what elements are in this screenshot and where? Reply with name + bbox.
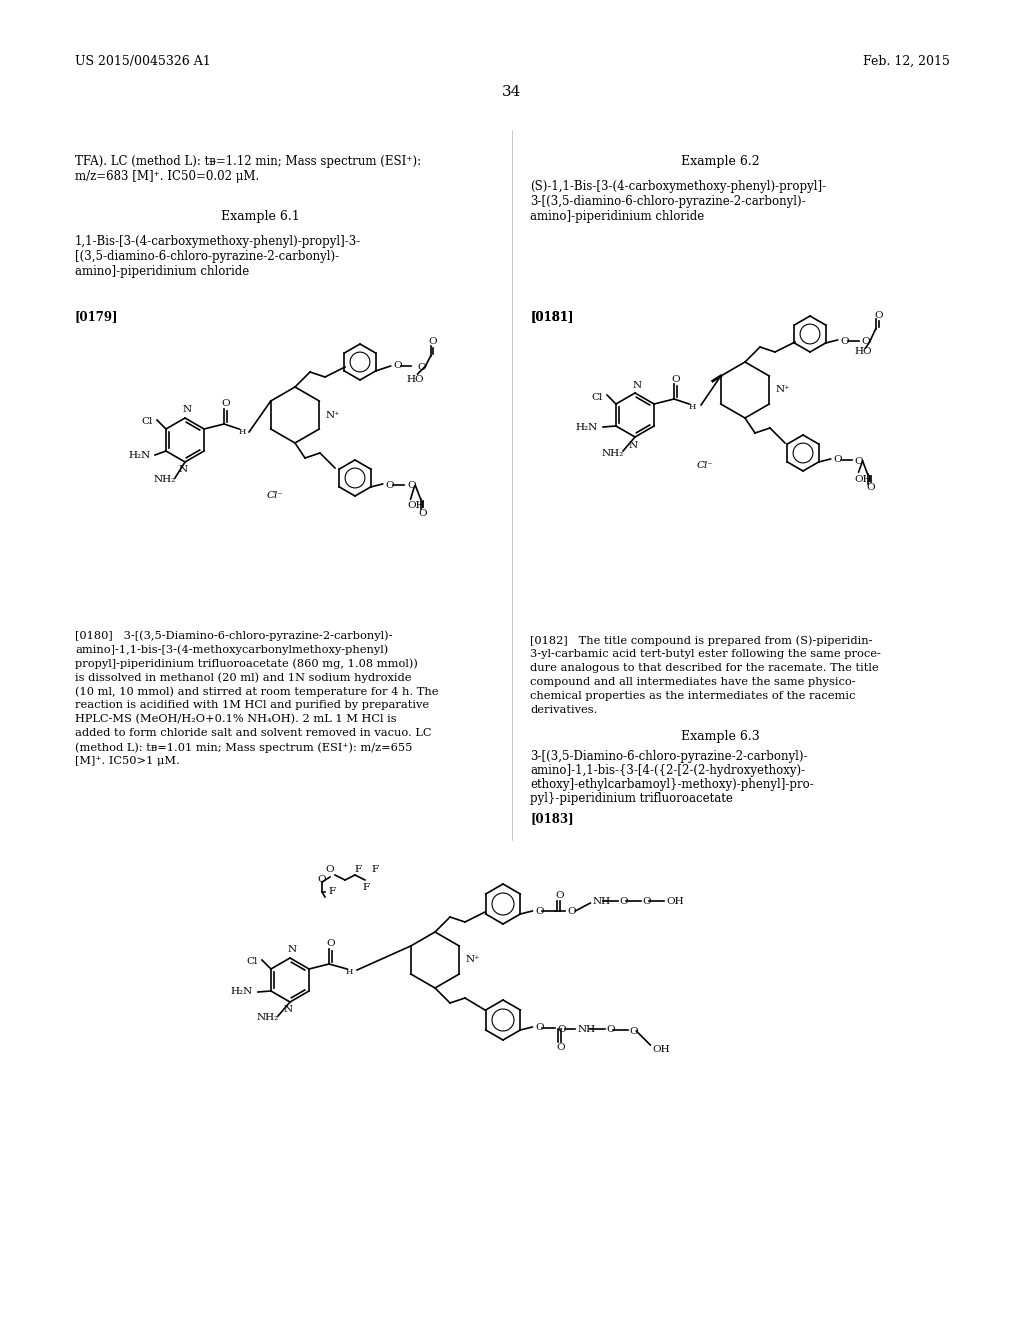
Text: amino]-1,1-bis-{3-[4-({2-[2-(2-hydroxyethoxy)-: amino]-1,1-bis-{3-[4-({2-[2-(2-hydroxyet… (530, 764, 805, 777)
Text: Feb. 12, 2015: Feb. 12, 2015 (863, 55, 950, 69)
Text: compound and all intermediates have the same physico-: compound and all intermediates have the … (530, 677, 856, 686)
Text: O: O (393, 362, 402, 371)
Text: N⁺: N⁺ (326, 411, 341, 420)
Text: H₂N: H₂N (575, 422, 598, 432)
Text: N: N (178, 466, 187, 474)
Text: O: O (834, 455, 842, 465)
Text: NH₂: NH₂ (602, 449, 624, 458)
Text: NH₂: NH₂ (257, 1014, 280, 1023)
Text: Cl: Cl (141, 417, 153, 426)
Text: H₂N: H₂N (129, 450, 152, 459)
Text: F: F (372, 866, 379, 874)
Text: [0180]   3-[(3,5-Diamino-6-chloro-pyrazine-2-carbonyl)-: [0180] 3-[(3,5-Diamino-6-chloro-pyrazine… (75, 630, 392, 640)
Text: added to form chloride salt and solvent removed in vacuo. LC: added to form chloride salt and solvent … (75, 729, 431, 738)
Text: 1,1-Bis-[3-(4-carboxymethoxy-phenyl)-propyl]-3-
[(3,5-diamino-6-chloro-pyrazine-: 1,1-Bis-[3-(4-carboxymethoxy-phenyl)-pro… (75, 235, 361, 279)
Text: chemical properties as the intermediates of the racemic: chemical properties as the intermediates… (530, 690, 855, 701)
Text: NH: NH (578, 1024, 595, 1034)
Text: 3-[(3,5-Diamino-6-chloro-pyrazine-2-carbonyl)-: 3-[(3,5-Diamino-6-chloro-pyrazine-2-carb… (530, 750, 808, 763)
Text: ethoxy]-ethylcarbamoyl}-methoxy)-phenyl]-pro-: ethoxy]-ethylcarbamoyl}-methoxy)-phenyl]… (530, 777, 814, 791)
Text: dure analogous to that described for the racemate. The title: dure analogous to that described for the… (530, 663, 879, 673)
Text: O: O (555, 891, 563, 900)
Text: H: H (345, 968, 352, 975)
Text: amino]-1,1-bis-[3-(4-methoxycarbonylmethoxy-phenyl): amino]-1,1-bis-[3-(4-methoxycarbonylmeth… (75, 644, 388, 655)
Text: (S)-1,1-Bis-[3-(4-carboxymethoxy-phenyl)-propyl]-
3-[(3,5-diamino-6-chloro-pyraz: (S)-1,1-Bis-[3-(4-carboxymethoxy-phenyl)… (530, 180, 826, 223)
Text: O: O (536, 1023, 544, 1032)
Text: O: O (326, 866, 334, 874)
Text: pyl}-piperidinium trifluoroacetate: pyl}-piperidinium trifluoroacetate (530, 792, 733, 805)
Text: O: O (630, 1027, 638, 1035)
Text: O: O (874, 310, 883, 319)
Text: Cl: Cl (591, 392, 603, 401)
Text: [0181]: [0181] (530, 310, 573, 323)
Text: Cl⁻: Cl⁻ (696, 461, 714, 470)
Text: derivatives.: derivatives. (530, 705, 597, 715)
Text: OH: OH (855, 475, 872, 484)
Text: OH: OH (652, 1045, 670, 1055)
Text: HO: HO (855, 346, 872, 355)
Text: O: O (428, 337, 437, 346)
Text: O: O (866, 483, 874, 492)
Text: O: O (642, 898, 651, 907)
Text: O: O (327, 940, 336, 949)
Text: F: F (362, 883, 370, 892)
Text: N: N (633, 380, 642, 389)
Text: O: O (317, 875, 327, 884)
Text: N: N (288, 945, 297, 954)
Text: O: O (567, 908, 575, 916)
Text: O: O (861, 338, 870, 346)
Text: US 2015/0045326 A1: US 2015/0045326 A1 (75, 55, 211, 69)
Text: Example 6.2: Example 6.2 (681, 154, 760, 168)
Text: H: H (239, 428, 246, 436)
Text: N: N (182, 405, 191, 414)
Text: O: O (536, 907, 544, 916)
Text: O: O (222, 400, 230, 408)
Text: [0183]: [0183] (530, 812, 573, 825)
Text: N⁺: N⁺ (466, 956, 480, 965)
Text: O: O (557, 1024, 566, 1034)
Text: Example 6.1: Example 6.1 (220, 210, 299, 223)
Text: H: H (688, 403, 695, 411)
Text: N⁺: N⁺ (776, 385, 791, 395)
Text: O: O (386, 480, 394, 490)
Text: [0182]   The title compound is prepared from (S)-piperidin-: [0182] The title compound is prepared fr… (530, 635, 872, 645)
Text: O: O (418, 508, 427, 517)
Text: O: O (672, 375, 680, 384)
Text: O: O (855, 457, 863, 466)
Text: H₂N: H₂N (230, 987, 253, 997)
Text: O: O (841, 337, 849, 346)
Text: TFA). LC (method L): tᴃ=1.12 min; Mass spectrum (ESI⁺):
m/z=683 [M]⁺. IC50=0.02 : TFA). LC (method L): tᴃ=1.12 min; Mass s… (75, 154, 421, 183)
Text: NH₂: NH₂ (154, 475, 176, 484)
Text: NH: NH (592, 896, 610, 906)
Text: Cl⁻: Cl⁻ (266, 491, 284, 499)
Text: F: F (329, 887, 336, 896)
Text: OH: OH (408, 500, 425, 510)
Text: O: O (408, 482, 416, 491)
Text: N: N (284, 1006, 293, 1015)
Text: HPLC-MS (MeOH/H₂O+0.1% NH₄OH). 2 mL 1 M HCl is: HPLC-MS (MeOH/H₂O+0.1% NH₄OH). 2 mL 1 M … (75, 714, 396, 725)
Text: propyl]-piperidinium trifluoroacetate (860 mg, 1.08 mmol)): propyl]-piperidinium trifluoroacetate (8… (75, 657, 418, 668)
Text: 34: 34 (503, 84, 521, 99)
Text: is dissolved in methanol (20 ml) and 1N sodium hydroxide: is dissolved in methanol (20 ml) and 1N … (75, 672, 412, 682)
Text: OH: OH (667, 898, 684, 907)
Text: N: N (629, 441, 638, 450)
Text: (10 ml, 10 mmol) and stirred at room temperature for 4 h. The: (10 ml, 10 mmol) and stirred at room tem… (75, 686, 438, 697)
Text: [0179]: [0179] (75, 310, 119, 323)
Text: O: O (418, 363, 426, 372)
Text: 3-yl-carbamic acid tert-butyl ester following the same proce-: 3-yl-carbamic acid tert-butyl ester foll… (530, 649, 881, 659)
Text: [0181]: [0181] (530, 310, 573, 323)
Text: O: O (556, 1043, 564, 1052)
Text: HO: HO (407, 375, 424, 384)
Text: (method L): tᴃ=1.01 min; Mass spectrum (ESI⁺): m/z=655: (method L): tᴃ=1.01 min; Mass spectrum (… (75, 742, 413, 752)
Text: Example 6.3: Example 6.3 (681, 730, 760, 743)
Text: O: O (606, 1026, 615, 1035)
Text: reaction is acidified with 1M HCl and purified by preparative: reaction is acidified with 1M HCl and pu… (75, 700, 429, 710)
Text: F: F (354, 866, 361, 874)
Text: O: O (620, 898, 628, 907)
Text: [M]⁺. IC50>1 μM.: [M]⁺. IC50>1 μM. (75, 756, 180, 766)
Text: Cl: Cl (247, 957, 258, 966)
